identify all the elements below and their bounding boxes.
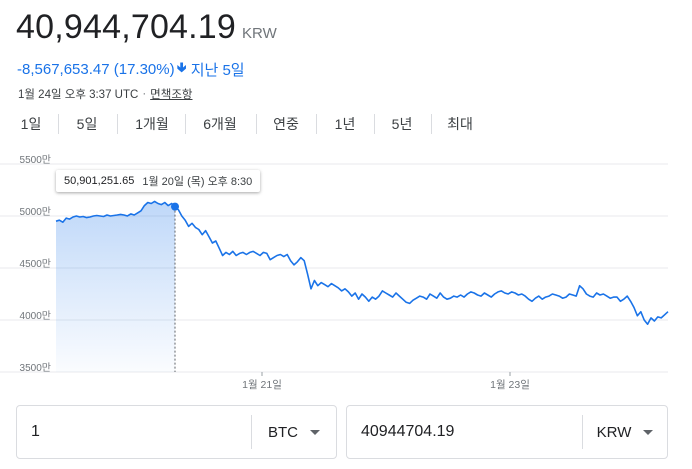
change-row: -8,567,653.47 (17.30%) 🢃 지난 5일 [17, 57, 245, 81]
tab-divider [316, 114, 317, 134]
to-amount-input[interactable] [347, 416, 582, 448]
timestamp-row: 1월 24일 오후 3:37 UTC · 면책조항 [18, 86, 192, 102]
price-line [55, 200, 669, 325]
y-tick-label: 3500만 [20, 362, 51, 374]
arrow-down-icon: 🢃 [176, 59, 187, 75]
change-period: 지난 5일 [190, 61, 245, 79]
highlight-area [56, 201, 175, 372]
timestamp: 1월 24일 오후 3:37 UTC [18, 89, 139, 101]
tab-5d[interactable]: 5일 [76, 116, 98, 132]
meta-separator: · [142, 88, 147, 100]
y-tick-label: 5000만 [20, 206, 51, 218]
y-tick-label: 4500만 [20, 258, 51, 270]
disclaimer-link[interactable]: 면책조항 [150, 89, 193, 101]
to-currency-label: KRW [596, 423, 632, 441]
caret-down-icon [643, 429, 654, 435]
to-currency-select[interactable]: KRW [583, 406, 667, 458]
price-change: -8,567,653.47 (17.30%) [17, 60, 175, 78]
price-header: 40,944,704.19 KRW [16, 8, 277, 47]
from-converter: BTC [16, 405, 337, 459]
tab-max[interactable]: 최대 [447, 116, 473, 132]
tab-divider [117, 114, 118, 134]
tooltip-date: 1월 20일 (목) 오후 8:30 [142, 176, 253, 188]
tab-5y[interactable]: 5년 [391, 116, 413, 132]
current-price: 40,944,704.19 [16, 8, 237, 46]
y-tick-label: 5500만 [20, 154, 51, 166]
tab-divider [374, 114, 375, 134]
tab-1d[interactable]: 1일 [20, 116, 42, 132]
y-tick-label: 4000만 [20, 310, 51, 322]
hover-point [171, 202, 179, 211]
converter-divider [251, 415, 252, 449]
tab-divider [431, 114, 432, 134]
from-currency-select[interactable]: BTC [252, 406, 336, 458]
chart-tooltip: 50,901,251.65 1월 20일 (목) 오후 8:30 [56, 170, 261, 192]
tab-divider [58, 114, 59, 134]
converter-divider [582, 415, 583, 449]
tab-divider [185, 114, 186, 134]
tab-ytd[interactable]: 연중 [273, 116, 299, 132]
tab-1m[interactable]: 1개월 [135, 116, 169, 132]
x-tick-label: 1월 21일 [242, 378, 282, 391]
tab-1y[interactable]: 1년 [334, 116, 356, 132]
price-currency: KRW [242, 25, 277, 42]
tab-divider [256, 114, 257, 134]
tab-6m[interactable]: 6개월 [203, 116, 237, 132]
caret-down-icon [310, 429, 320, 435]
to-converter: KRW [346, 405, 668, 459]
from-currency-label: BTC [268, 423, 298, 441]
price-chart[interactable]: 3500만 4000만 4500만 5000만 5500만 1월 21일 1월 23일 [0, 148, 692, 398]
tooltip-value: 50,901,251.65 [64, 175, 135, 187]
from-amount-input[interactable] [17, 416, 251, 448]
x-tick-label: 1월 23일 [490, 378, 530, 391]
price-chart-svg: 3500만 4000만 4500만 5000만 5500만 1월 21일 1월 23일 [0, 154, 669, 391]
